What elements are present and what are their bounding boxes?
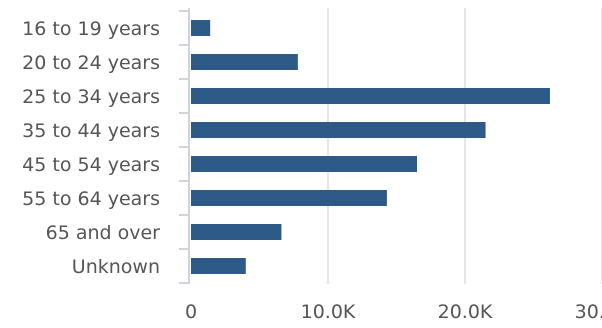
y-axis bbox=[179, 8, 190, 284]
bar[interactable] bbox=[191, 258, 246, 274]
x-tick-label: 20.0K bbox=[438, 301, 493, 323]
bar[interactable] bbox=[191, 54, 298, 70]
category-labels: 16 to 19 years 20 to 24 years 25 to 34 yea… bbox=[22, 18, 160, 278]
x-tick-label: 10.0K bbox=[301, 301, 356, 323]
bar[interactable] bbox=[191, 88, 550, 104]
bar[interactable] bbox=[191, 122, 486, 138]
category-label: 16 to 19 years bbox=[22, 18, 160, 40]
x-tick-labels: 0 10.0K 20.0K 30.0K bbox=[185, 301, 602, 323]
bar[interactable] bbox=[191, 20, 211, 36]
x-tick-label: 30.0K bbox=[575, 301, 602, 323]
category-label: Unknown bbox=[72, 256, 160, 278]
category-label: 45 to 54 years bbox=[22, 154, 160, 176]
bar[interactable] bbox=[191, 156, 418, 172]
bar[interactable] bbox=[191, 190, 387, 206]
x-tick-label: 0 bbox=[185, 301, 197, 323]
category-label: 35 to 44 years bbox=[22, 120, 160, 142]
category-label: 55 to 64 years bbox=[22, 188, 160, 210]
category-label: 20 to 24 years bbox=[22, 52, 160, 74]
gridlines bbox=[327, 8, 602, 284]
category-label: 65 and over bbox=[46, 222, 161, 244]
bars bbox=[191, 20, 550, 274]
bar[interactable] bbox=[191, 224, 282, 240]
category-label: 25 to 34 years bbox=[22, 86, 160, 108]
